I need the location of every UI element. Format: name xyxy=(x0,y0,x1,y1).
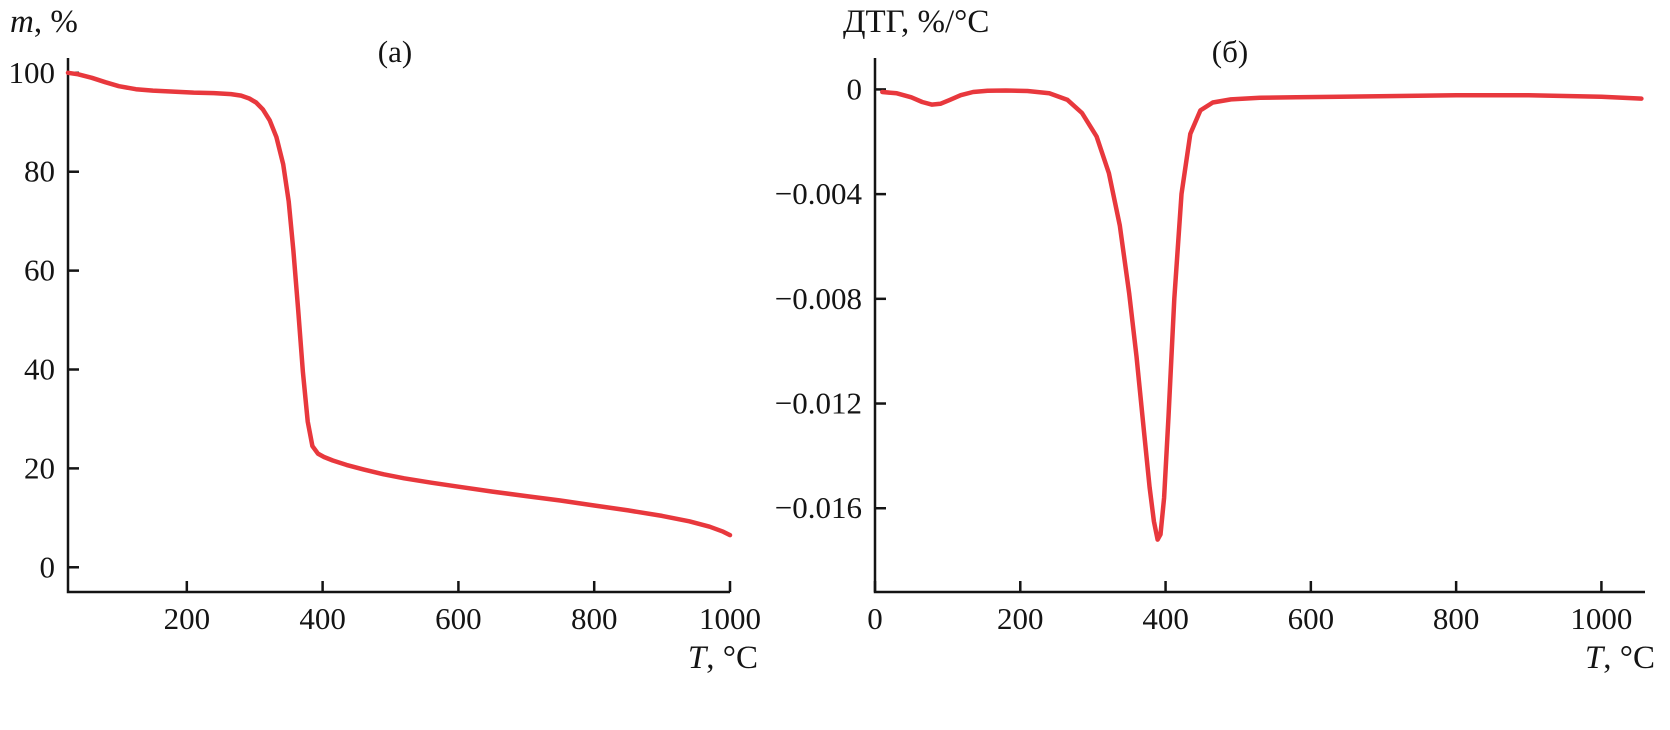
chart-a-xlabel: T, °C xyxy=(540,640,758,677)
x-tick-label: 1000 xyxy=(699,601,761,636)
x-tick-label: 400 xyxy=(1142,601,1189,636)
y-tick-label: −0.012 xyxy=(775,386,862,421)
y-tick-label: 80 xyxy=(24,154,55,189)
chart-a-ylabel-units: , % xyxy=(33,4,78,40)
chart-a-xlabel-variable: T xyxy=(687,640,707,676)
chart-b-xlabel-variable: T xyxy=(1584,640,1604,676)
y-tick-label: −0.004 xyxy=(775,176,863,211)
chart-b-xlabel: T, °C xyxy=(1437,640,1655,677)
x-tick-label: 1000 xyxy=(1570,601,1632,636)
chart-a-xlabel-units: , °C xyxy=(706,640,758,676)
x-tick-label: 200 xyxy=(997,601,1043,636)
series-dtg-curve xyxy=(880,88,1644,542)
series-tg-curve xyxy=(65,70,733,538)
x-tick-label: 400 xyxy=(299,601,346,636)
y-tick-label: 60 xyxy=(24,253,55,288)
y-tick-label: 0 xyxy=(40,549,56,584)
axis-spines xyxy=(66,58,730,594)
chart-b-plot: 0 −0.004 −0.008 −0.012 −0.016 0 200 400 600 800 10… xyxy=(775,58,1645,636)
chart-a-ylabel: m, % xyxy=(10,4,78,41)
chart-b-ylabel: ДТГ, %/°C xyxy=(843,4,990,40)
chart-b-xlabel-units: , °C xyxy=(1603,640,1655,676)
x-tick-label: 800 xyxy=(571,601,618,636)
y-tick-label: −0.008 xyxy=(775,281,862,316)
axis-spines xyxy=(873,58,1645,594)
x-tick-label: 800 xyxy=(1433,601,1480,636)
chart-a-ylabel-variable: m xyxy=(10,4,34,40)
y-tick-label: 40 xyxy=(24,352,55,387)
x-tick-label: 200 xyxy=(164,601,211,636)
chart-b-title: (б) xyxy=(1211,34,1249,69)
chart-a-plot: 0 20 40 60 80 100 200 400 600 800 1000 xyxy=(9,55,762,636)
x-tick-label: 600 xyxy=(1288,601,1335,636)
x-tick-label: 600 xyxy=(435,601,482,636)
chart-a-title: (а) xyxy=(377,34,413,69)
y-tick-label: 20 xyxy=(24,450,55,485)
y-tick-label: 100 xyxy=(9,55,56,90)
y-tick-label: −0.016 xyxy=(775,490,862,525)
y-tick-label: 0 xyxy=(847,71,863,106)
x-tick-label: 0 xyxy=(867,601,883,636)
